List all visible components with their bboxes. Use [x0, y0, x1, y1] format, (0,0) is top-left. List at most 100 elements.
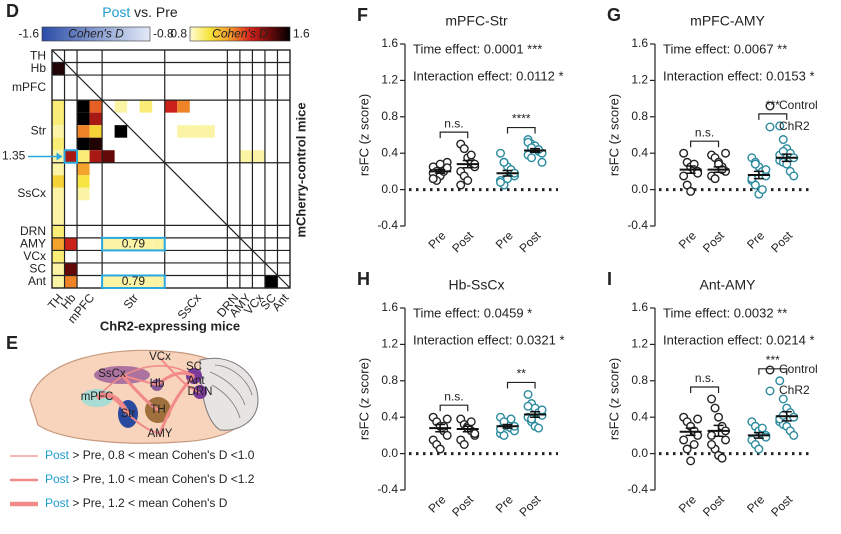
annotation: Time effect: 0.0001 ***	[413, 41, 542, 56]
x-tick-label: Pre	[425, 492, 448, 515]
brain-label: AMY	[148, 428, 173, 440]
heatmap-cell	[77, 125, 90, 138]
data-point	[679, 171, 689, 181]
y-tick-label: 0.0	[381, 446, 398, 460]
row-label: VCx	[23, 249, 46, 263]
error-bar	[435, 423, 446, 433]
y-axis-label: rsFC (z score)	[356, 358, 371, 440]
y-tick-label: -0.4	[627, 482, 648, 496]
row-label: SC	[29, 261, 46, 275]
y-tick-label: 0.8	[381, 109, 398, 123]
data-point	[496, 148, 506, 158]
error-bar	[462, 425, 473, 433]
x-tick-label: Post	[700, 228, 727, 255]
x-tick-label: Post	[449, 492, 476, 519]
upper-label: mCherry-control mice	[293, 102, 308, 237]
colorbar-tick: -0.8	[153, 27, 174, 41]
heatmap-cell	[77, 100, 90, 113]
row-label: TH	[30, 48, 46, 62]
data-point	[435, 444, 445, 454]
connection	[120, 373, 159, 412]
data-point	[456, 180, 466, 190]
brain-label: SC	[186, 361, 202, 373]
connection	[96, 365, 195, 399]
data-point	[466, 150, 476, 160]
heatmap-cell	[102, 237, 115, 251]
data-point	[721, 148, 731, 158]
data-point	[714, 412, 724, 422]
data-point	[459, 440, 469, 450]
error-bar	[713, 166, 724, 174]
y-tick-label: 0.4	[381, 409, 398, 423]
row-label: SsCx	[17, 186, 46, 200]
error-bar	[530, 410, 541, 418]
significance-bracket	[758, 113, 788, 120]
y-tick-label: 1.2	[631, 73, 648, 87]
highlight-box	[63, 149, 79, 164]
legend-prefix: Post	[45, 496, 70, 510]
colorbar-label: Cohen's D	[212, 27, 268, 41]
brain-label: mPFC	[81, 391, 114, 403]
heatmap-cell	[52, 250, 65, 263]
error-bar	[713, 424, 724, 438]
heatmap-title: Post vs. Pre	[102, 4, 178, 20]
y-tick-label: 1.2	[381, 73, 398, 87]
chart-title: mPFC-Str	[445, 13, 508, 29]
x-tick-label: Pre	[744, 492, 767, 515]
data-point	[717, 453, 727, 463]
x-tick-label: Pre	[425, 228, 448, 251]
legend-text: Post > Pre, 0.8 < mean Cohen's D <1.0	[45, 448, 255, 462]
row-label: Hb	[31, 61, 47, 75]
data-point	[527, 414, 537, 424]
heatmap-cell	[114, 100, 128, 113]
data-point	[789, 171, 799, 181]
legend-label: ChR2	[779, 119, 810, 133]
title-post: Post	[102, 4, 130, 20]
y-tick-label: 0.0	[631, 446, 648, 460]
connection	[127, 413, 161, 435]
heatmap-cell	[239, 150, 253, 163]
heatmap-cell	[52, 100, 65, 113]
heatmap-cell	[52, 112, 65, 126]
heatmap-cell	[177, 100, 190, 113]
data-point	[463, 175, 473, 185]
row-label: mPFC	[12, 80, 46, 94]
data-point	[686, 456, 696, 466]
error-bar	[462, 159, 473, 169]
data-point	[775, 121, 785, 131]
y-tick-label: 1.2	[631, 337, 648, 351]
annotation: Time effect: 0.0032 **	[663, 305, 787, 320]
x-tick-label: Pre	[493, 492, 516, 515]
heatmap-cell	[52, 225, 65, 238]
legend-marker	[765, 386, 775, 396]
heatmap-cell	[52, 125, 65, 138]
matrix-border	[51, 49, 291, 289]
y-tick-label: 0.8	[381, 373, 398, 387]
legend-label: Control	[779, 362, 818, 376]
column-label: Ant	[269, 290, 292, 313]
y-tick-label: 0.0	[631, 182, 648, 196]
heatmap-cell	[77, 175, 90, 188]
y-tick-label: 0.8	[631, 109, 648, 123]
x-tick-label: Pre	[676, 492, 699, 515]
x-tick-label: Pre	[493, 228, 516, 251]
heatmap-cell	[52, 212, 65, 226]
heatmap-cell	[52, 187, 65, 201]
y-tick-label: 0.0	[381, 182, 398, 196]
error-bar	[685, 427, 696, 437]
cerebellum-folds	[209, 364, 253, 419]
data-point	[527, 153, 537, 163]
heatmap-cell	[52, 162, 65, 176]
y-axis-label: rsFC (z score)	[606, 94, 621, 176]
heatmap-cell	[89, 150, 103, 163]
heatmap-cell	[102, 150, 115, 163]
heatmap-cell	[152, 275, 165, 288]
error-bar	[502, 423, 513, 429]
data-point	[707, 394, 717, 404]
x-tick-label: Pre	[676, 228, 699, 251]
legend-text: Post > Pre, 1.2 < mean Cohen's D	[45, 496, 228, 510]
data-point	[499, 157, 509, 167]
connections	[95, 357, 201, 435]
annotation: Interaction effect: 0.0112 *	[413, 68, 564, 83]
